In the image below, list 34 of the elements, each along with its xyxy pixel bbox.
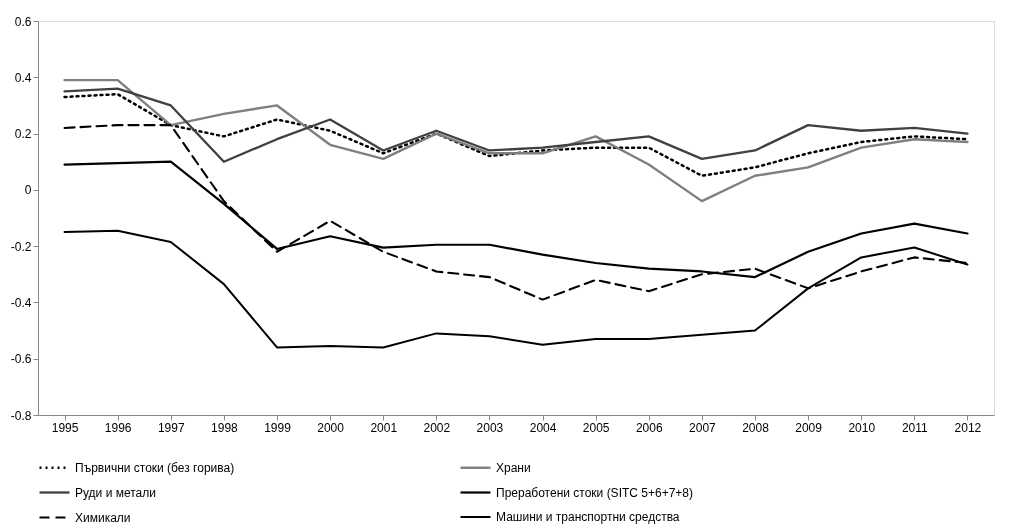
y-tick-label: 0.2 [14, 127, 32, 142]
legend-label: Химикали [75, 510, 131, 525]
y-tick-label: -0.8 [10, 408, 32, 423]
line-series [63, 87, 969, 163]
x-tick-label: 2008 [742, 420, 770, 435]
legend-label: Преработени стоки (SITC 5+6+7+8) [496, 485, 694, 500]
line-series [63, 78, 969, 203]
x-tick-label: 2005 [582, 420, 610, 435]
legend-label: Машини и транспортни средства [496, 510, 680, 524]
x-tick-label: 2003 [476, 420, 504, 435]
x-tick-label: 2001 [370, 420, 398, 435]
x-tick-label: 1996 [104, 420, 132, 435]
x-tick-label: 2009 [795, 420, 823, 435]
x-tick-label: 2004 [529, 420, 557, 435]
x-tick-label: 2007 [689, 420, 717, 435]
x-tick-label: 1995 [51, 420, 79, 435]
y-tick-label: -0.4 [10, 295, 32, 310]
legend-label: Руди и метали [75, 485, 156, 500]
x-tick-label: 2000 [317, 420, 345, 435]
x-tick-label: 2011 [901, 420, 929, 435]
y-tick-label: 0 [24, 183, 32, 198]
x-tick-label: 2010 [848, 420, 876, 435]
y-tick-label: 0.4 [14, 70, 32, 85]
legend-label: Храни [496, 460, 531, 475]
x-tick-label: 1998 [211, 420, 239, 435]
y-tick-label: -0.6 [10, 352, 32, 367]
x-tick-label: 2006 [635, 420, 663, 435]
x-tick-label: 2012 [954, 420, 982, 435]
x-tick-label: 1999 [264, 420, 292, 435]
y-tick-label: 0.6 [14, 14, 32, 29]
x-tick-label: 2002 [423, 420, 451, 435]
legend-label: Първични стоки (без горива) [75, 460, 235, 475]
x-tick-label: 1997 [157, 420, 185, 435]
y-tick-label: -0.2 [10, 239, 32, 254]
